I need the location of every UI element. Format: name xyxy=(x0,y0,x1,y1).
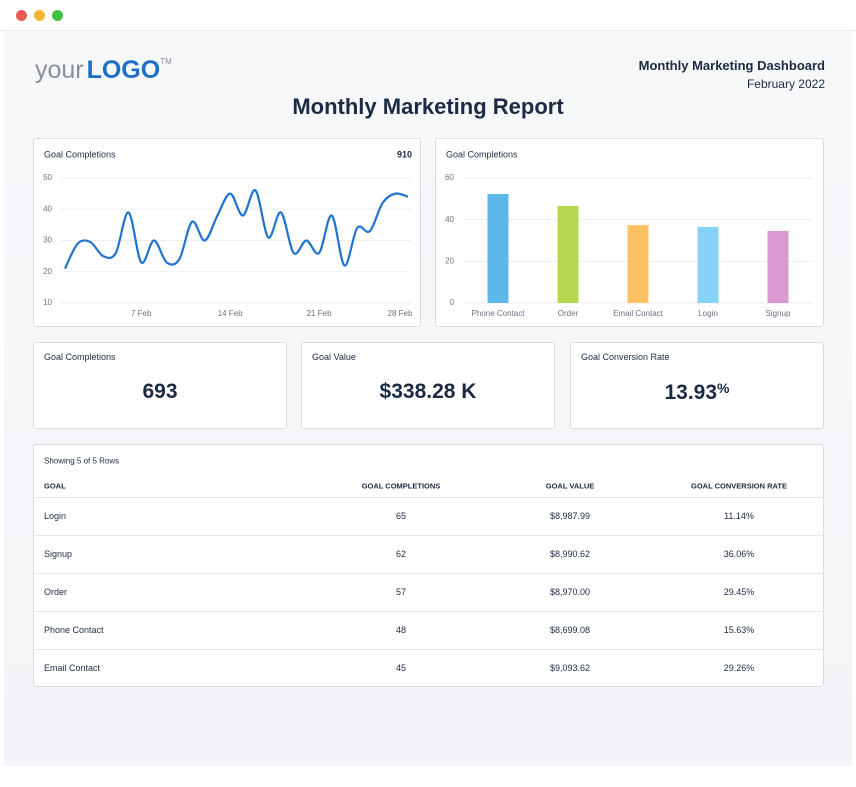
table-cell: Signup xyxy=(44,549,73,559)
column-header: GOAL CONVERSION RATE xyxy=(691,481,787,491)
table-cell: 62 xyxy=(395,549,407,559)
table-cell: $8,699.08 xyxy=(549,625,591,635)
maximize-button[interactable] xyxy=(52,10,63,21)
x-tick-label: 7 Feb xyxy=(131,309,152,318)
y-tick-label: 0 xyxy=(450,298,455,307)
y-tick-label: 50 xyxy=(43,173,52,182)
x-tick-label: 28 Feb xyxy=(388,309,413,318)
logo: your LOGOTM xyxy=(35,56,172,85)
kpi-label: Goal Conversion Rate xyxy=(581,352,670,362)
row-divider xyxy=(34,611,823,612)
data-line xyxy=(64,189,409,270)
window-titlebar xyxy=(0,0,856,31)
chart-title: Goal Completions xyxy=(446,149,518,159)
kpi-value: 693 xyxy=(34,380,286,404)
bar xyxy=(697,226,719,303)
y-tick-label: 10 xyxy=(43,298,52,307)
close-button[interactable] xyxy=(16,10,27,21)
x-tick-label: Signup xyxy=(766,309,791,318)
table-cell: 57 xyxy=(395,587,407,597)
kpi-value: 13.93% xyxy=(571,380,823,405)
row-divider xyxy=(34,573,823,574)
column-header: GOAL VALUE xyxy=(545,481,595,491)
kpi-card: Goal Completions 693 xyxy=(33,342,287,429)
table-cell: $8,990.62 xyxy=(549,549,591,559)
line-chart: Goal Completions 910 10 20 30 40 50 7 Feb 14 Feb… xyxy=(43,149,413,318)
table-cell: 36.06% xyxy=(723,549,755,559)
column-header: GOAL xyxy=(44,481,66,491)
x-tick-label: 14 Feb xyxy=(218,309,243,318)
kpi-number: 13.93 xyxy=(664,381,718,404)
bar-chart-card: Goal Completions 0 20 40 60 Phone Contact Orde… xyxy=(435,138,824,327)
kpi-label: Goal Completions xyxy=(44,352,116,362)
report-title: Monthly Marketing Report xyxy=(292,94,564,119)
bar xyxy=(767,230,789,303)
logo-prefix: your xyxy=(35,56,84,84)
kpi-number: 693 xyxy=(142,380,178,403)
x-tick-label: 21 Feb xyxy=(307,309,332,318)
bar xyxy=(557,205,579,303)
table-cell: 29.45% xyxy=(723,587,755,597)
kpi-value: $338.28 K xyxy=(302,380,554,404)
table-cell: $8,987.99 xyxy=(549,511,591,521)
kpi-number: $338.28 K xyxy=(379,380,477,403)
chart-total: 910 xyxy=(397,149,412,159)
kpi-label: Goal Value xyxy=(312,352,356,362)
goals-table: Showing 5 of 5 Rows GOAL GOAL COMPLETIONS… xyxy=(33,444,824,687)
table-cell: 11.14% xyxy=(724,511,754,521)
y-tick-label: 40 xyxy=(445,215,454,224)
table-cell: Email Contact xyxy=(44,663,101,673)
logo-mark: TM xyxy=(160,57,172,66)
x-tick-label: Order xyxy=(558,309,579,318)
table-cell: 48 xyxy=(395,625,407,635)
table-note: Showing 5 of 5 Rows xyxy=(44,456,120,466)
logo-main: LOGO xyxy=(86,56,161,84)
table-cell: 15.63% xyxy=(723,625,755,635)
x-tick-label: Email Contact xyxy=(613,309,664,318)
table-cell: 29.26% xyxy=(723,663,755,673)
kpi-unit: % xyxy=(717,380,730,396)
y-tick-label: 20 xyxy=(445,256,454,265)
table-cell: Login xyxy=(44,511,67,521)
x-tick-label: Login xyxy=(698,309,718,318)
chart-title: Goal Completions xyxy=(44,149,116,159)
kpi-card: Goal Value $338.28 K xyxy=(301,342,555,429)
y-tick-label: 40 xyxy=(43,204,52,213)
line-chart-card: Goal Completions 910 10 20 30 40 50 7 Feb 14 Feb… xyxy=(33,138,421,327)
bar xyxy=(627,225,649,303)
row-divider xyxy=(34,497,823,498)
table-cell: $8,970.00 xyxy=(549,587,591,597)
x-tick-label: Phone Contact xyxy=(472,309,526,318)
report-date: February 2022 xyxy=(746,77,825,91)
table-cell: $9,093.62 xyxy=(549,663,591,673)
table-cell: Order xyxy=(44,587,68,597)
y-tick-label: 20 xyxy=(43,267,52,276)
table-cell: Phone Contact xyxy=(44,625,104,635)
table-cell: 45 xyxy=(395,663,407,673)
dashboard-name: Monthly Marketing Dashboard xyxy=(638,58,825,73)
row-divider xyxy=(34,649,823,650)
bar-chart: Goal Completions 0 20 40 60 Phone Contact Orde… xyxy=(445,149,813,318)
column-header: GOAL COMPLETIONS xyxy=(361,481,441,491)
y-tick-label: 60 xyxy=(445,173,454,182)
row-divider xyxy=(34,535,823,536)
kpi-card: Goal Conversion Rate 13.93% xyxy=(570,342,824,429)
y-tick-label: 30 xyxy=(43,236,52,245)
table-cell: 65 xyxy=(395,511,407,521)
bar xyxy=(487,194,509,303)
minimize-button[interactable] xyxy=(34,10,45,21)
